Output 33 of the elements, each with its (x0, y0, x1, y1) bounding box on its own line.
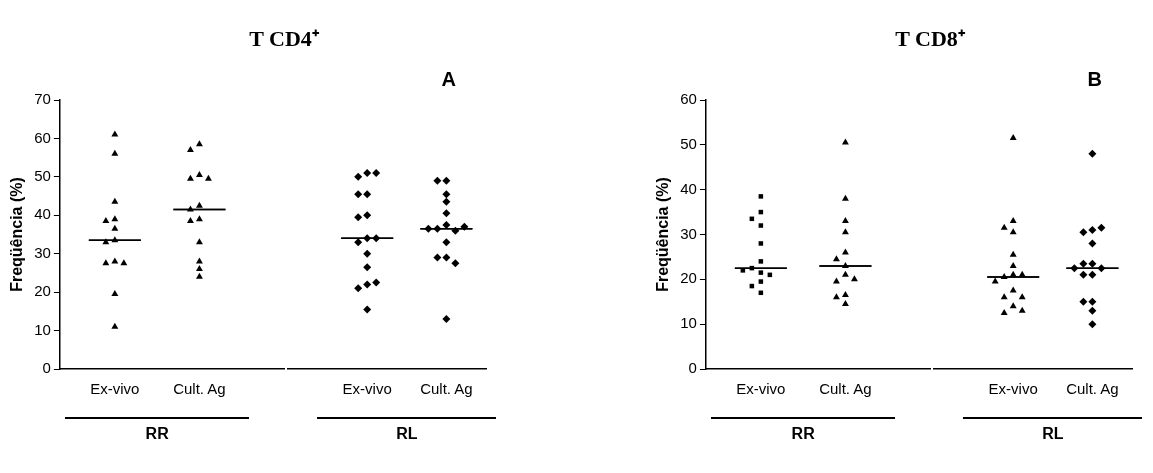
y-axis-title: Freqüência (%) (654, 177, 672, 292)
y-tick-label: 0 (42, 359, 51, 377)
y-tick-label: 20 (34, 282, 51, 300)
y-tick-label: 0 (688, 359, 697, 377)
x-tick-label: Cult. Ag (173, 380, 226, 398)
y-tick-label: 70 (34, 90, 51, 108)
x-tick-label: Cult. Ag (1066, 380, 1119, 398)
x-tick-label: Ex-vivo (988, 380, 1038, 398)
x-tick-label: Ex-vivo (736, 380, 786, 398)
y-tick-label: 10 (680, 314, 697, 332)
y-axis-title: Freqüência (%) (8, 177, 26, 292)
x-axis-title: RL (1042, 425, 1064, 443)
y-tick-label: 40 (680, 179, 697, 197)
text: A (441, 68, 456, 91)
x-tick-label: Cult. Ag (420, 380, 473, 398)
y-tick-label: 20 (680, 269, 697, 287)
y-tick-label: 30 (680, 224, 697, 242)
y-tick-label: 60 (34, 128, 51, 146)
x-tick-label: Ex-vivo (90, 380, 140, 398)
y-tick-label: 50 (34, 167, 51, 184)
x-axis-title: RL (396, 425, 418, 443)
chart-title: T CD4⁺ (249, 25, 319, 52)
y-tick-label: 50 (680, 134, 697, 152)
y-tick-label: 10 (34, 320, 51, 338)
y-tick-label: 60 (680, 90, 697, 108)
y-tick-label: 40 (34, 205, 51, 223)
x-tick-label: Cult. Ag (819, 380, 872, 398)
x-tick-label: Ex-vivo (342, 380, 392, 398)
text: B (1087, 68, 1102, 91)
x-axis-title: RR (145, 425, 169, 443)
chart-title: T CD8⁺ (895, 25, 965, 52)
y-tick-label: 30 (34, 243, 51, 261)
x-axis-title: RR (791, 425, 815, 443)
